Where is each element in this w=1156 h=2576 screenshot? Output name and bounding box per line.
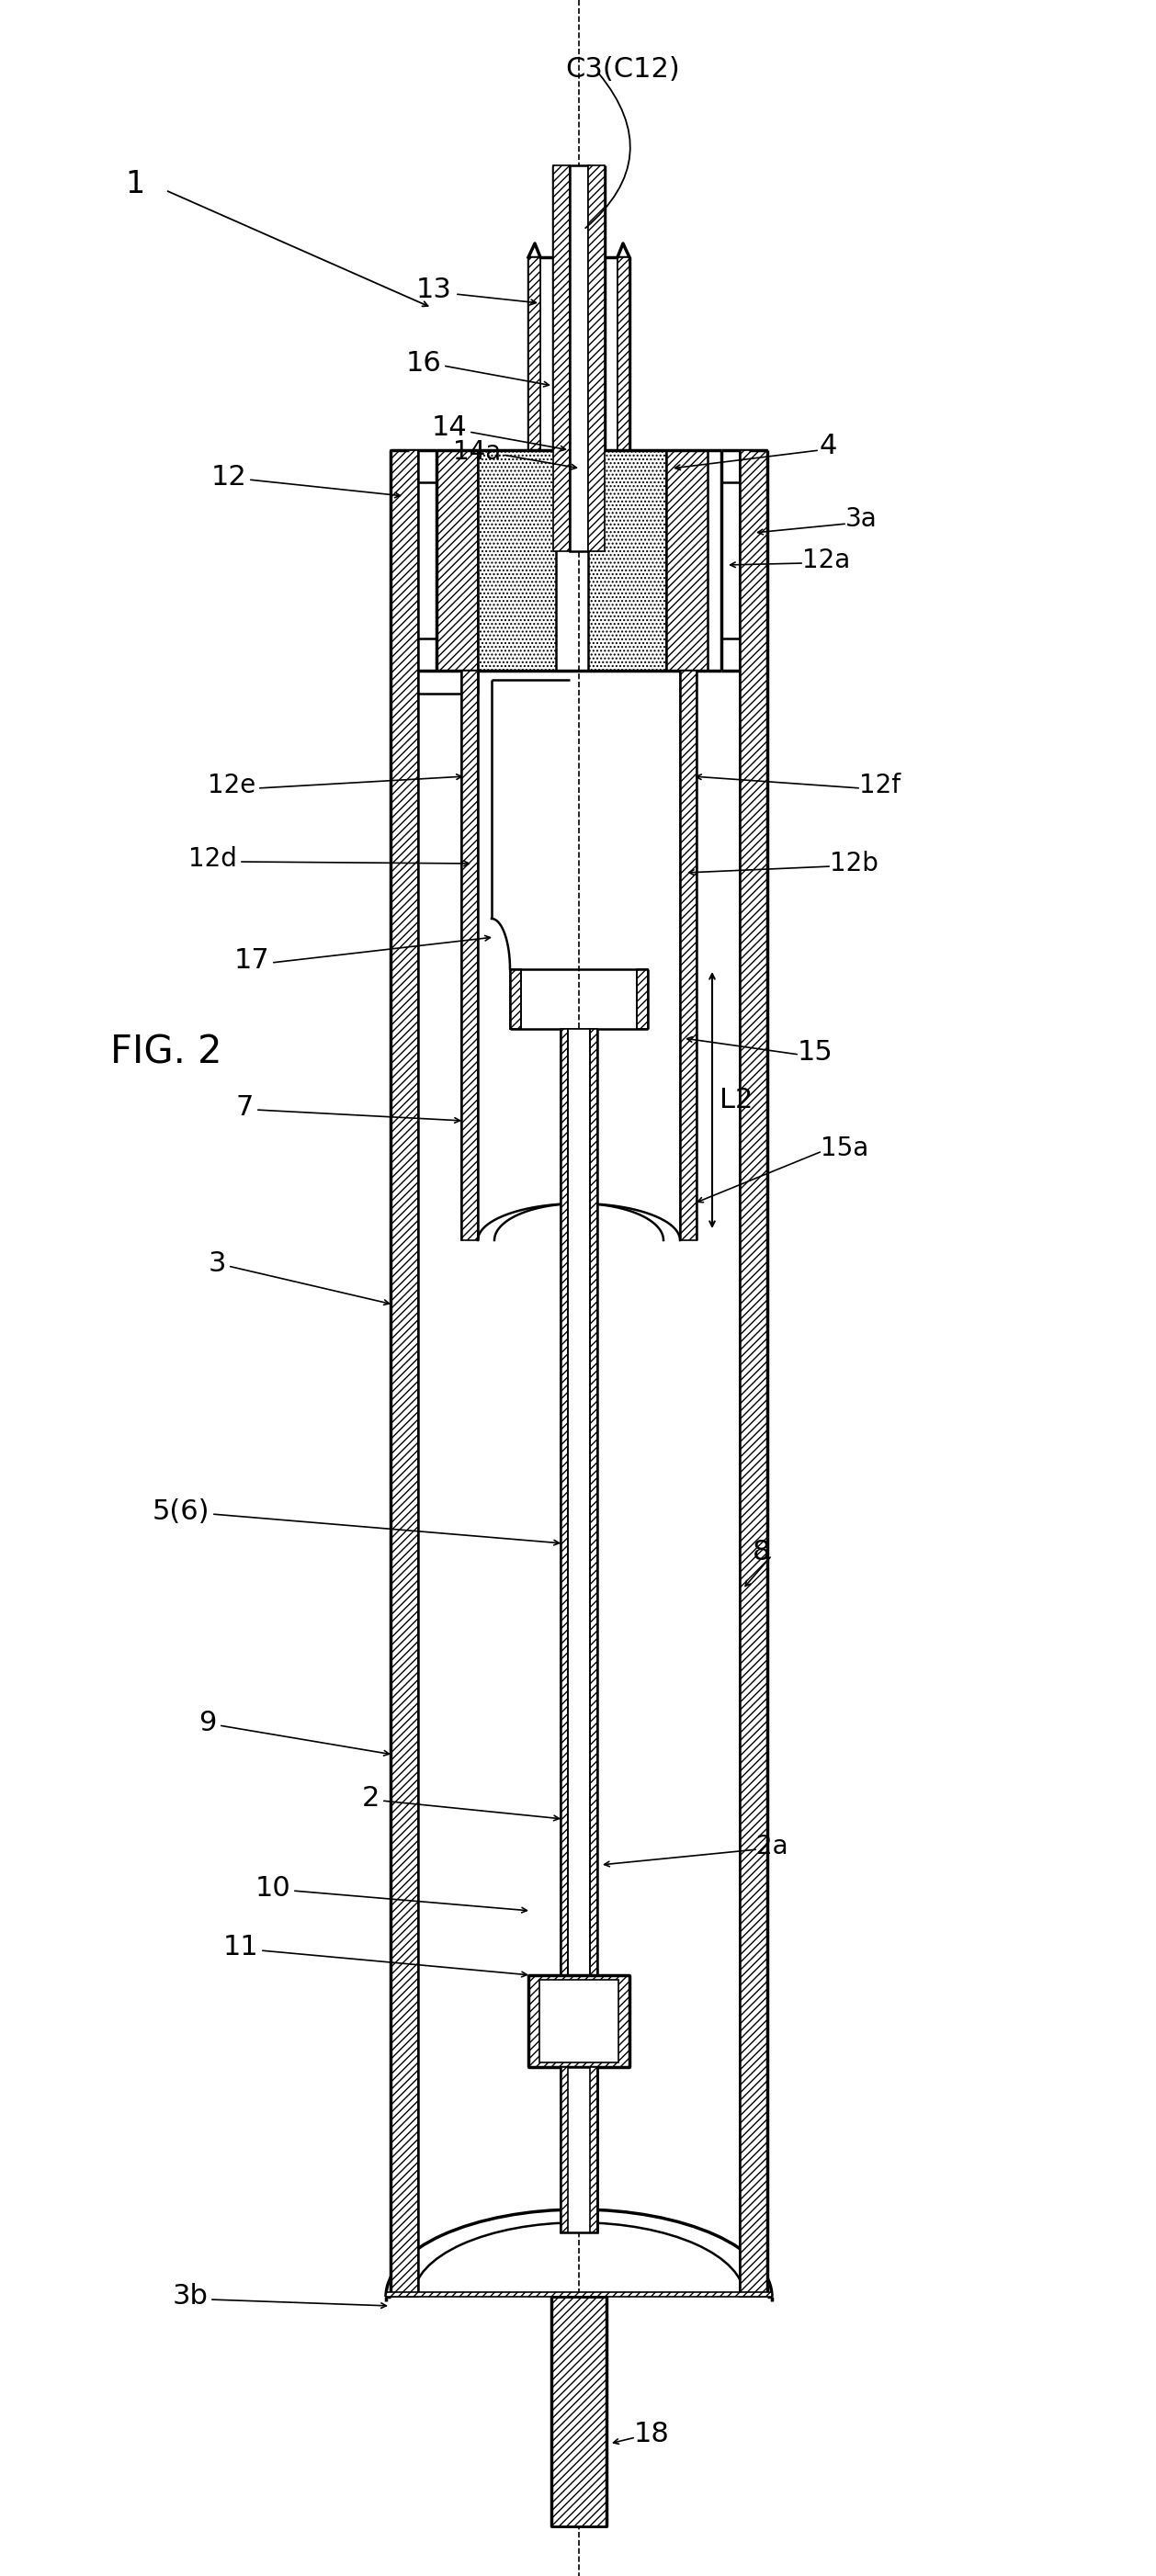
Text: 2a: 2a: [756, 1834, 788, 1860]
Text: 7: 7: [236, 1095, 253, 1121]
Bar: [510, 969, 521, 1028]
Bar: [570, 165, 588, 551]
Text: 12: 12: [210, 464, 246, 492]
Bar: [740, 451, 768, 2298]
Text: 3: 3: [208, 1249, 227, 1278]
Text: 13: 13: [416, 276, 452, 304]
Bar: [528, 258, 540, 551]
Text: 3a: 3a: [845, 507, 877, 531]
Bar: [540, 1981, 618, 2063]
Text: 17: 17: [234, 948, 269, 974]
Text: 8: 8: [753, 1540, 770, 1566]
Text: 14a: 14a: [453, 438, 501, 464]
Bar: [386, 2293, 772, 2298]
Text: 3b: 3b: [172, 2282, 208, 2311]
Bar: [461, 670, 477, 1239]
Bar: [637, 969, 647, 1028]
Text: 12a: 12a: [802, 549, 850, 574]
Text: 12f: 12f: [859, 773, 901, 799]
Text: FIG. 2: FIG. 2: [110, 1033, 222, 1072]
Bar: [561, 2066, 598, 2233]
Text: 10: 10: [254, 1875, 290, 1901]
Text: 11: 11: [223, 1935, 258, 1960]
Bar: [551, 2298, 607, 2527]
Text: L2: L2: [719, 1087, 753, 1113]
Bar: [666, 451, 707, 670]
Text: 12b: 12b: [830, 850, 879, 876]
Text: 12e: 12e: [207, 773, 255, 799]
Text: 18: 18: [633, 2421, 669, 2447]
Text: 2: 2: [362, 1785, 379, 1811]
Text: 5(6): 5(6): [153, 1497, 209, 1525]
Text: 15: 15: [798, 1038, 833, 1066]
Bar: [568, 1028, 590, 1976]
Text: 15a: 15a: [821, 1136, 868, 1162]
Text: 1: 1: [126, 167, 146, 198]
Bar: [590, 2066, 598, 2233]
Bar: [554, 165, 570, 551]
Bar: [588, 165, 605, 551]
Text: 14: 14: [431, 415, 467, 440]
Text: C3(C12): C3(C12): [565, 57, 680, 82]
Text: 4: 4: [820, 433, 837, 459]
Text: 16: 16: [406, 350, 442, 376]
Bar: [680, 670, 697, 1239]
Text: 9: 9: [199, 1710, 217, 1736]
Bar: [617, 258, 630, 551]
Bar: [588, 451, 666, 670]
Text: 12d: 12d: [188, 845, 237, 871]
Bar: [590, 1028, 598, 1976]
Bar: [477, 451, 556, 670]
Bar: [437, 451, 477, 670]
Bar: [528, 1976, 630, 2066]
Bar: [561, 1028, 568, 1976]
Bar: [391, 451, 418, 2298]
Bar: [561, 2066, 568, 2233]
